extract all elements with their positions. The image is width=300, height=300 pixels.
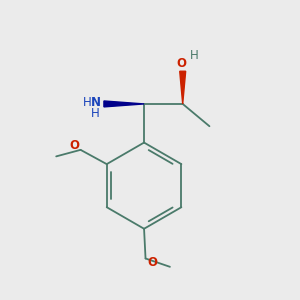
Text: O: O [69, 139, 79, 152]
Text: O: O [147, 256, 157, 268]
Text: H: H [83, 96, 92, 109]
Text: N: N [91, 96, 100, 109]
Polygon shape [104, 101, 144, 107]
Text: H: H [190, 49, 198, 62]
Polygon shape [180, 71, 186, 104]
Text: O: O [176, 57, 186, 70]
Text: H: H [91, 107, 100, 120]
